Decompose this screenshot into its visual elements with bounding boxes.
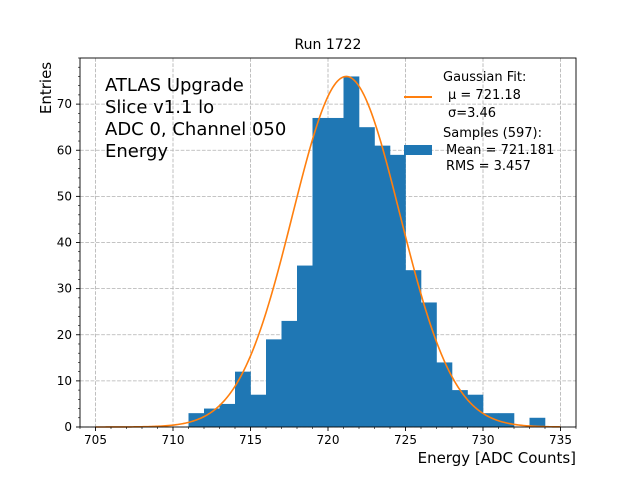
annotation-text: ATLAS Upgrade Slice v1.1 lo ADC 0, Chann… [105, 75, 286, 162]
x-tick-label: 720 [317, 433, 340, 447]
gaussian-fit-line [95, 75, 561, 428]
histogram-bar [390, 154, 406, 428]
y-tick-label: 40 [57, 236, 72, 250]
histogram-bar [328, 117, 344, 428]
histogram-bar [498, 413, 515, 427]
chart-title: Run 1722 [295, 37, 362, 53]
legend-fit-mu: μ = 721.18 [448, 88, 521, 103]
legend-samples-mean: Mean = 721.181 [446, 143, 554, 158]
x-tick-label: 705 [84, 433, 107, 447]
histogram-bars [188, 76, 546, 428]
axis-ticks: 705 710 715 720 725 730 735 0 10 20 30 40 50 60 70 [57, 57, 577, 447]
legend-samples-swatch [404, 145, 432, 155]
legend: Gaussian Fit: μ = 721.18 σ=3.46 Samples … [404, 70, 554, 174]
histogram-bar [297, 265, 313, 427]
y-tick-label: 20 [57, 328, 72, 342]
y-tick-label: 0 [64, 420, 72, 434]
y-tick-label: 60 [57, 143, 72, 157]
x-tick-label: 715 [239, 433, 262, 447]
histogram-bar [312, 117, 329, 428]
annotation-line-4: Energy [105, 141, 168, 162]
y-tick-label: 10 [57, 374, 72, 388]
y-tick-label: 50 [57, 189, 72, 203]
x-tick-label: 730 [472, 433, 495, 447]
y-axis-label: Entries [37, 62, 55, 114]
histogram-bar [219, 403, 236, 427]
histogram-bar [266, 339, 282, 427]
histogram-bar [405, 270, 422, 427]
histogram-bar [343, 76, 360, 427]
annotation-line-2: Slice v1.1 lo [105, 97, 214, 118]
histogram-bar [204, 408, 220, 427]
histogram-bar [436, 362, 453, 427]
x-tick-label: 725 [394, 433, 417, 447]
histogram-bar [467, 394, 484, 427]
legend-fit-title: Gaussian Fit: [443, 70, 526, 85]
annotation-line-1: ATLAS Upgrade [105, 75, 244, 96]
histogram-bar [529, 417, 546, 427]
legend-fit-sigma: σ=3.46 [448, 106, 496, 121]
histogram-bar [250, 394, 267, 427]
y-tick-label: 30 [57, 282, 72, 296]
histogram-bar [374, 145, 391, 427]
histogram-bar [281, 320, 298, 427]
legend-samples-rms: RMS = 3.457 [446, 159, 531, 174]
legend-samples-title: Samples (597): [443, 126, 542, 141]
x-tick-label: 735 [549, 433, 572, 447]
annotation-line-3: ADC 0, Channel 050 [105, 119, 286, 140]
x-axis-label: Energy [ADC Counts] [418, 449, 576, 467]
x-tick-label: 710 [162, 433, 185, 447]
histogram-bar [235, 371, 251, 427]
y-tick-label: 70 [57, 97, 72, 111]
histogram-bar [452, 390, 468, 427]
histogram-bar [359, 127, 375, 427]
